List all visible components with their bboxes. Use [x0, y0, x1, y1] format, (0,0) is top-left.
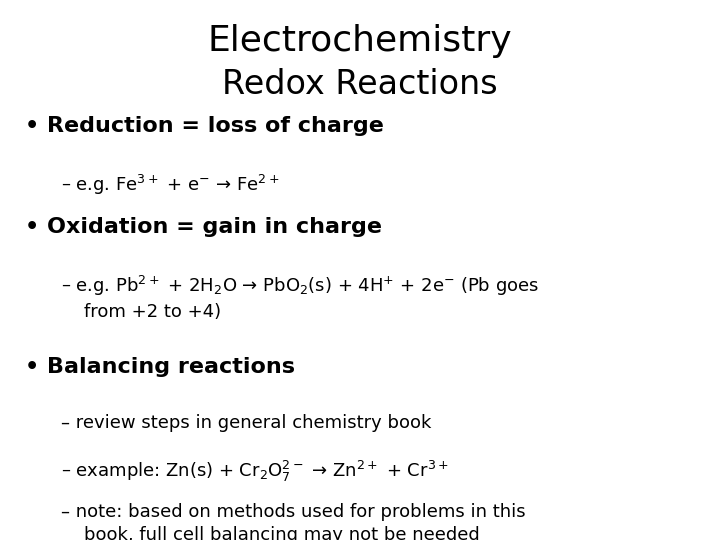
Text: – example: Zn(s) + Cr$_{2}$O$_{7}^{2-}$ → Zn$^{2+}$ + Cr$^{3+}$: – example: Zn(s) + Cr$_{2}$O$_{7}^{2-}$ …	[61, 458, 449, 483]
Text: • Balancing reactions: • Balancing reactions	[25, 357, 295, 377]
Text: – e.g. Pb$^{2+}$ + 2H$_{2}$O → PbO$_{2}$(s) + 4H$^{+}$ + 2e$^{-}$ (Pb goes
    f: – e.g. Pb$^{2+}$ + 2H$_{2}$O → PbO$_{2}$…	[61, 274, 539, 321]
Text: Redox Reactions: Redox Reactions	[222, 68, 498, 100]
Text: – e.g. Fe$^{3+}$ + e$^{-}$ → Fe$^{2+}$: – e.g. Fe$^{3+}$ + e$^{-}$ → Fe$^{2+}$	[61, 173, 280, 197]
Text: • Reduction = loss of charge: • Reduction = loss of charge	[25, 116, 384, 136]
Text: – review steps in general chemistry book: – review steps in general chemistry book	[61, 414, 431, 432]
Text: Electrochemistry: Electrochemistry	[207, 24, 513, 58]
Text: • Oxidation = gain in charge: • Oxidation = gain in charge	[25, 217, 382, 237]
Text: – note: based on methods used for problems in this
    book, full cell balancing: – note: based on methods used for proble…	[61, 503, 526, 540]
